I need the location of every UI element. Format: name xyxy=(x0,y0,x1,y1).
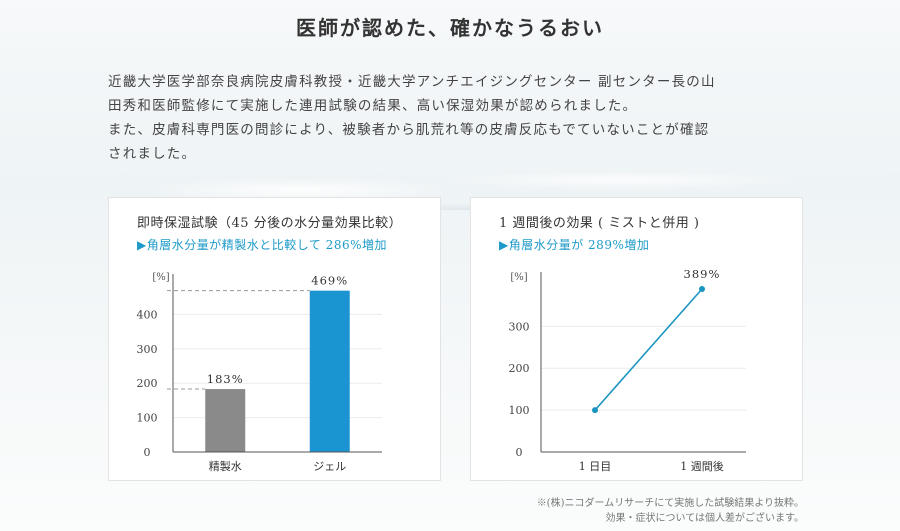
data-label: 183% xyxy=(207,372,244,386)
data-point xyxy=(592,407,598,414)
data-label: 469% xyxy=(311,274,348,288)
chart-title: 即時保湿試験（45 分後の水分量効果比較） xyxy=(137,216,403,231)
line-chart-panel: 1 週間後の効果 ( ミストと併用 ) ▶角層水分量が 289%増加 [%] 0 1… xyxy=(470,197,803,481)
bar-chart-panel: 即時保湿試験（45 分後の水分量効果比較） ▶角層水分量が精製水と比較して 28… xyxy=(108,197,441,481)
y-axis-unit: [%] xyxy=(152,272,169,283)
y-tick-label: 0 xyxy=(144,446,151,459)
y-tick-label: 100 xyxy=(137,412,158,425)
intro-line: されました。 xyxy=(108,146,197,162)
bar xyxy=(205,389,246,452)
y-axis-unit: [%] xyxy=(510,272,527,283)
series-line xyxy=(594,288,703,411)
data-label: 389% xyxy=(684,267,721,281)
y-tick-label: 200 xyxy=(137,377,158,390)
y-tick-label: 0 xyxy=(516,446,523,459)
y-tick-label: 200 xyxy=(509,362,530,375)
chart-subtitle: ▶角層水分量が精製水と比較して 286%増加 xyxy=(137,238,387,252)
page-title: 医師が認めた、確かなうるおい xyxy=(296,16,604,40)
x-tick-label: 1 日目 xyxy=(579,460,612,473)
y-tick-label: 300 xyxy=(509,320,530,333)
y-tick-label: 300 xyxy=(137,343,158,356)
x-tick-label: ジェル xyxy=(313,460,346,473)
intro-line: 田秀和医師監修にて実施した連用試験の結果、高い保湿効果が認められました。 xyxy=(108,98,638,114)
chart-subtitle: ▶角層水分量が 289%増加 xyxy=(499,238,650,252)
x-tick-label: 1 週間後 xyxy=(680,459,724,473)
intro-text: 近畿大学医学部奈良病院皮膚科教授・近畿大学アンチエイジングセンター 副センター長… xyxy=(108,70,798,166)
intro-line: 近畿大学医学部奈良病院皮膚科教授・近畿大学アンチエイジングセンター 副センター長… xyxy=(108,74,716,90)
y-tick-label: 100 xyxy=(509,404,530,417)
y-tick-label: 400 xyxy=(137,308,158,321)
x-tick-label: 精製水 xyxy=(209,459,242,473)
footnote-line: 効果・症状については個人差がございます。 xyxy=(605,513,805,524)
data-point xyxy=(699,285,705,292)
line-chart: [%] 0 100 200 300 1 日目 389% 1 週間後 xyxy=(509,267,746,473)
intro-line: また、皮膚科専門医の問診により、被験者から肌荒れ等の皮膚反応もでていないことが確… xyxy=(108,122,710,138)
bar-chart: [%] 0 100 200 300 400 183% 精製水 469% ジェル xyxy=(137,272,382,473)
chart-title: 1 週間後の効果 ( ミストと併用 ) xyxy=(499,216,700,231)
footnote-line: ※(株)ニコダームリサーチにて実施した試験結果より抜粋。 xyxy=(536,498,804,509)
bar xyxy=(309,290,350,452)
footnote: ※(株)ニコダームリサーチにて実施した試験結果より抜粋。 効果・症状については個… xyxy=(537,496,804,526)
